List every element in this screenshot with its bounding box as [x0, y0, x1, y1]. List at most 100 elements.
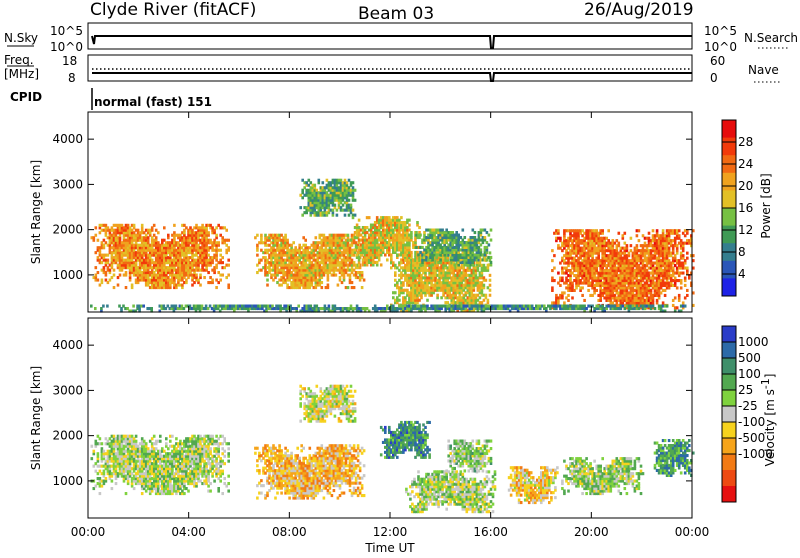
- heatmap-cell: [464, 236, 467, 239]
- heatmap-cell: [352, 181, 355, 184]
- heatmap-cell: [117, 284, 120, 287]
- heatmap-cell: [418, 226, 421, 229]
- heatmap-cell: [314, 184, 317, 187]
- heatmap-cell: [553, 254, 556, 257]
- heatmap-cell: [227, 239, 230, 242]
- heatmap-cell: [95, 266, 98, 269]
- heatmap-cell: [207, 231, 210, 234]
- heatmap-cell: [321, 286, 324, 289]
- heatmap-cell: [474, 231, 477, 234]
- heatmap-cell: [173, 224, 176, 227]
- heatmap-cell: [354, 189, 357, 192]
- heatmap-cell: [131, 284, 134, 287]
- cpid-value: normal (fast) 151: [94, 95, 212, 109]
- heatmap-cell: [490, 261, 493, 264]
- heatmap-cell: [203, 276, 206, 279]
- heatmap-cell: [361, 271, 364, 274]
- heatmap-cell: [559, 237, 562, 240]
- heatmap-cell: [352, 216, 355, 219]
- heatmap-cell: [157, 231, 160, 234]
- freq-tick-bottom: 8: [68, 71, 76, 85]
- heatmap-cell: [394, 291, 397, 294]
- heatmap-cell: [489, 279, 492, 282]
- heatmap-cell: [266, 279, 269, 282]
- heatmap-cell: [97, 239, 100, 242]
- heatmap-cell: [431, 263, 434, 266]
- heatmap-cell: [327, 284, 330, 287]
- nsky-line: [92, 36, 692, 48]
- heatmap-cell: [304, 239, 307, 242]
- heatmap-cell: [299, 206, 302, 209]
- heatmap-cell: [551, 259, 554, 262]
- heatmap-cell: [624, 232, 627, 235]
- heatmap-cell: [335, 274, 338, 277]
- heatmap-cell: [595, 289, 598, 292]
- heatmap-cell: [426, 299, 429, 302]
- heatmap-cell: [95, 234, 98, 237]
- heatmap-cell: [125, 286, 128, 289]
- freq-label: Freq.: [4, 53, 34, 67]
- heatmap-cell: [284, 234, 287, 237]
- heatmap-cell: [219, 279, 222, 282]
- heatmap-cell: [207, 271, 210, 274]
- freq-line: [92, 73, 692, 81]
- heatmap-cell: [419, 234, 422, 237]
- heatmap-cell: [581, 286, 584, 289]
- heatmap-cell: [652, 229, 655, 232]
- beam-title: Beam 03: [358, 4, 434, 24]
- heatmap-cell: [567, 299, 570, 302]
- heatmap-cell: [487, 299, 490, 302]
- heatmap-cell: [113, 274, 116, 277]
- heatmap-cell: [225, 229, 228, 232]
- heatmap-cell: [553, 279, 556, 282]
- heatmap-cell: [141, 224, 144, 227]
- heatmap-cell: [483, 284, 486, 287]
- heatmap-cell: [354, 199, 357, 202]
- heatmap-cell: [415, 246, 418, 249]
- heatmap-cell: [215, 286, 218, 289]
- heatmap-cell: [227, 259, 230, 262]
- heatmap-cell: [219, 249, 222, 252]
- station-title: Clyde River (fitACF): [90, 0, 256, 20]
- heatmap-cell: [153, 224, 156, 227]
- heatmap-cell: [567, 294, 570, 297]
- heatmap-cell: [368, 216, 371, 219]
- heatmap-cell: [215, 234, 218, 237]
- heatmap-cell: [630, 244, 633, 247]
- heatmap-cell: [348, 199, 351, 202]
- heatmap-cell: [361, 286, 364, 289]
- heatmap-cell: [347, 286, 350, 289]
- heatmap-cell: [489, 274, 492, 277]
- heatmap-cell: [648, 232, 651, 235]
- heatmap-cell: [557, 272, 560, 275]
- heatmap-cell: [490, 239, 493, 242]
- heatmap-cell: [563, 291, 566, 294]
- heatmap-cell: [462, 229, 465, 232]
- heatmap-cell: [321, 281, 324, 284]
- heatmap-cell: [256, 234, 259, 237]
- heatmap-cell: [638, 229, 641, 232]
- nsearch-label: N.Search: [744, 31, 798, 45]
- heatmap-cell: [410, 251, 413, 254]
- heatmap-cell: [400, 261, 403, 264]
- heatmap-cell: [551, 286, 554, 289]
- heatmap-cell: [583, 299, 586, 302]
- heatmap-cell: [489, 251, 492, 254]
- nsky-strip: N.Sky 10^5 10^0 10^5 10^0 N.Search: [4, 23, 798, 54]
- heatmap-cell: [199, 284, 202, 287]
- heatmap-cell: [352, 209, 355, 212]
- heatmap-cell: [199, 274, 202, 277]
- nave-tick-bottom: 0: [710, 71, 718, 85]
- freq-tick-top: 18: [62, 54, 77, 68]
- heatmap-cell: [630, 237, 633, 240]
- nave-label: Nave: [748, 63, 779, 77]
- heatmap-cell: [97, 279, 100, 282]
- heatmap-cell: [410, 231, 413, 234]
- heatmap-cell: [571, 296, 574, 299]
- heatmap-cell: [337, 284, 340, 287]
- heatmap-cell: [344, 214, 347, 217]
- heatmap-cell: [394, 271, 397, 274]
- heatmap-cell: [97, 271, 100, 274]
